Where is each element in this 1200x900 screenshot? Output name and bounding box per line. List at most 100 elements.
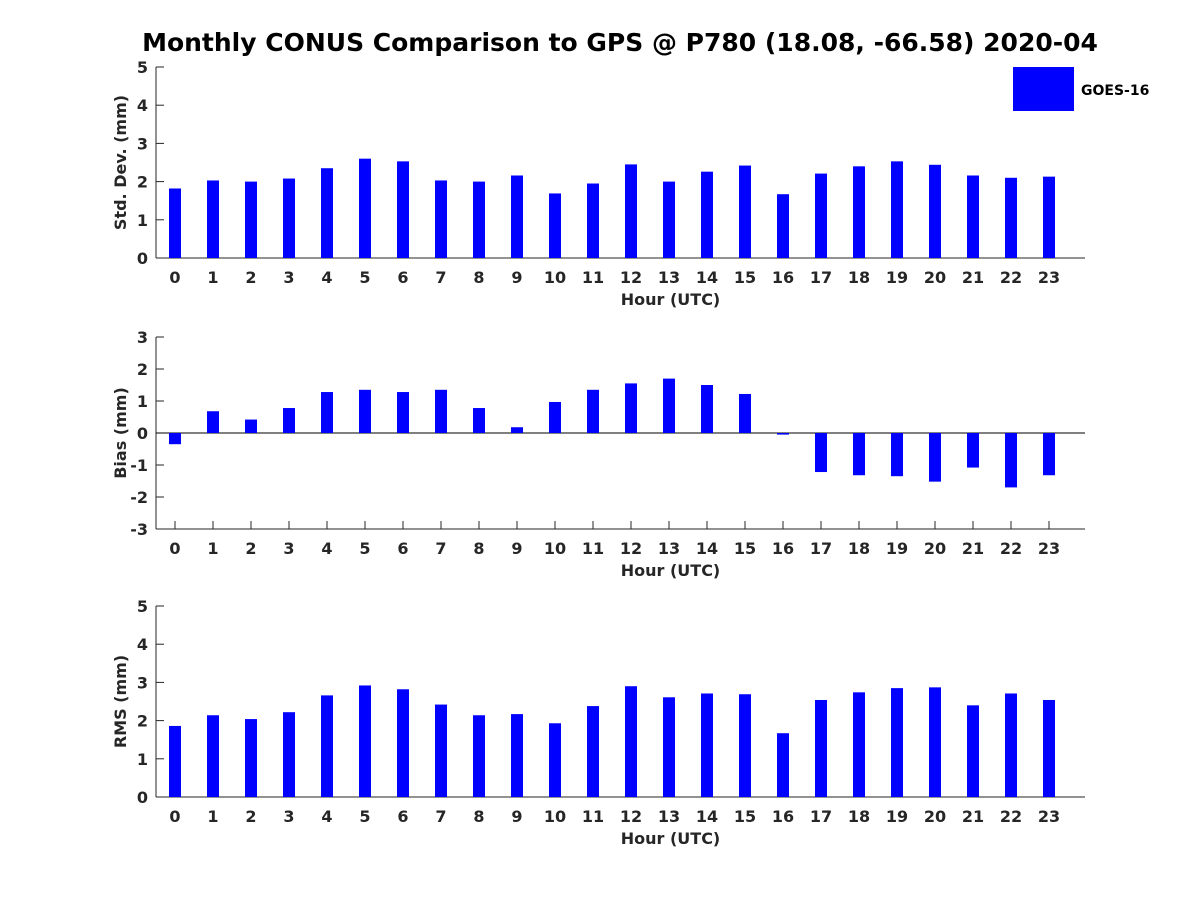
std-dev-bar-14 <box>701 171 713 258</box>
rms-bar-16 <box>777 733 789 797</box>
std-dev-bar-19 <box>891 161 903 258</box>
rms-x-tick-label: 4 <box>321 807 332 826</box>
rms-bar-4 <box>321 695 333 797</box>
legend: GOES-16 <box>1013 67 1149 111</box>
rms-bar-13 <box>663 697 675 797</box>
bias-bar-1 <box>207 411 219 433</box>
rms-x-tick-label: 20 <box>924 807 946 826</box>
rms-y-tick-label: 5 <box>137 597 148 616</box>
bias-x-tick-label: 22 <box>1000 539 1022 558</box>
std-dev-x-tick-label: 4 <box>321 268 332 287</box>
std-dev-bar-9 <box>511 175 523 258</box>
rms-bar-14 <box>701 693 713 797</box>
bias-x-tick-label: 10 <box>544 539 566 558</box>
rms-x-tick-label: 1 <box>207 807 218 826</box>
rms-x-tick-label: 2 <box>245 807 256 826</box>
std-dev-bar-5 <box>359 158 371 258</box>
bias-x-tick-label: 2 <box>245 539 256 558</box>
bias-x-tick-label: 5 <box>359 539 370 558</box>
std-dev-bar-23 <box>1043 176 1055 258</box>
legend-swatch <box>1013 67 1074 111</box>
std-dev-bar-16 <box>777 194 789 258</box>
bias-bar-7 <box>435 389 447 433</box>
bias-x-tick-label: 20 <box>924 539 946 558</box>
bias-y-tick-label: 2 <box>137 360 148 379</box>
bias-bar-13 <box>663 378 675 433</box>
std-dev-x-tick-label: 17 <box>810 268 832 287</box>
rms-bar-1 <box>207 715 219 797</box>
std-dev-x-tick-label: 22 <box>1000 268 1022 287</box>
bias-bar-20 <box>929 433 941 482</box>
bias-x-tick-label: 13 <box>658 539 680 558</box>
bias-x-tick-label: 18 <box>848 539 870 558</box>
bias-y-tick-label: -3 <box>130 520 148 539</box>
rms-x-tick-label: 19 <box>886 807 908 826</box>
rms-bar-17 <box>815 699 827 797</box>
bias-x-tick-label: 1 <box>207 539 218 558</box>
rms-bar-22 <box>1005 693 1017 797</box>
bias-x-label: Hour (UTC) <box>621 561 721 580</box>
bias-bar-9 <box>511 427 523 433</box>
bias-bar-19 <box>891 433 903 477</box>
rms-x-tick-label: 18 <box>848 807 870 826</box>
bias-x-tick-label: 7 <box>435 539 446 558</box>
std-dev-bar-21 <box>967 175 979 258</box>
std-dev-bar-12 <box>625 164 637 258</box>
rms-x-tick-label: 13 <box>658 807 680 826</box>
std-dev-x-tick-label: 9 <box>511 268 522 287</box>
rms-bar-15 <box>739 694 751 797</box>
rms-bar-18 <box>853 692 865 797</box>
bias-x-tick-label: 9 <box>511 539 522 558</box>
bias-x-tick-label: 16 <box>772 539 794 558</box>
bias-bar-3 <box>283 408 295 433</box>
std-dev-x-tick-label: 0 <box>169 268 180 287</box>
std-dev-y-tick-label: 2 <box>137 173 148 192</box>
bias-x-tick-label: 17 <box>810 539 832 558</box>
std-dev-x-tick-label: 1 <box>207 268 218 287</box>
bias-x-tick-label: 6 <box>397 539 408 558</box>
std-dev-x-tick-label: 23 <box>1038 268 1060 287</box>
std-dev-bar-22 <box>1005 177 1017 258</box>
rms-bar-19 <box>891 688 903 797</box>
bias-bar-18 <box>853 433 865 476</box>
bias-bar-22 <box>1005 433 1017 488</box>
rms-x-tick-label: 3 <box>283 807 294 826</box>
std-dev-bar-6 <box>397 161 409 258</box>
bias-x-tick-label: 3 <box>283 539 294 558</box>
rms-x-tick-label: 9 <box>511 807 522 826</box>
rms-x-tick-label: 8 <box>473 807 484 826</box>
bias-x-tick-label: 19 <box>886 539 908 558</box>
std-dev-x-tick-label: 13 <box>658 268 680 287</box>
bias-bar-2 <box>245 419 257 433</box>
bias-x-tick-label: 11 <box>582 539 604 558</box>
rms-x-tick-label: 17 <box>810 807 832 826</box>
bias-x-tick-label: 8 <box>473 539 484 558</box>
bias-bar-23 <box>1043 433 1055 476</box>
std-dev-x-tick-label: 8 <box>473 268 484 287</box>
std-dev-bar-8 <box>473 181 485 258</box>
std-dev-x-label: Hour (UTC) <box>621 290 721 309</box>
bias-bar-5 <box>359 389 371 433</box>
rms-x-tick-label: 6 <box>397 807 408 826</box>
rms-bar-9 <box>511 714 523 797</box>
rms-bar-23 <box>1043 699 1055 797</box>
rms-y-tick-label: 2 <box>137 712 148 731</box>
rms-bar-11 <box>587 706 599 797</box>
std-dev-x-tick-label: 5 <box>359 268 370 287</box>
std-dev-bar-18 <box>853 166 865 258</box>
std-dev-x-tick-label: 21 <box>962 268 984 287</box>
std-dev-x-tick-label: 11 <box>582 268 604 287</box>
bias-bar-4 <box>321 392 333 433</box>
rms-x-tick-label: 7 <box>435 807 446 826</box>
std-dev-bar-7 <box>435 180 447 258</box>
rms-y-tick-label: 0 <box>137 788 148 807</box>
bias-y-tick-label: -1 <box>130 456 148 475</box>
rms-y-tick-label: 3 <box>137 673 148 692</box>
bias-x-tick-label: 0 <box>169 539 180 558</box>
bias-bar-12 <box>625 383 637 433</box>
std-dev-bar-4 <box>321 168 333 258</box>
bias-bar-14 <box>701 385 713 433</box>
bias-y-tick-label: 1 <box>137 392 148 411</box>
